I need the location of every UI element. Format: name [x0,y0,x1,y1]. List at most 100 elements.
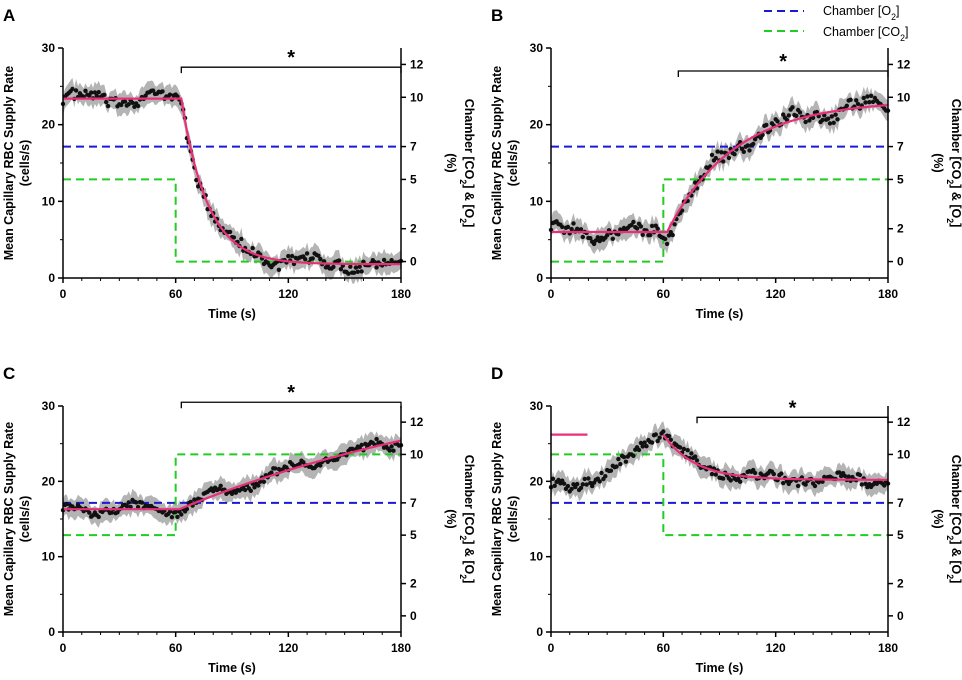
data-point [640,444,645,449]
data-point [211,489,216,494]
data-point [649,223,655,229]
fit-curve [63,439,402,511]
data-point [861,95,866,101]
data-point [169,515,175,520]
y-axis-unit: (cells/s) [506,140,520,187]
x-axis-title: Time (s) [696,661,744,675]
y-tick-label: 10 [530,194,544,208]
x-tick-label: 180 [878,641,898,655]
panel-letter: B [491,6,503,25]
data-point [670,232,675,238]
data-point [550,476,556,481]
data-point [790,105,795,110]
data-point [795,483,801,489]
data-point [218,483,223,488]
significance-star: * [779,51,787,73]
data-point [709,152,715,158]
x-tick-label: 60 [657,641,671,655]
data-point [786,113,791,118]
data-point [353,265,359,270]
data-point [747,148,752,153]
data-point [160,89,165,94]
chart-panel-b: 0 60 120 180 0 10 20 30 0 2 5 7 10 12 * Time (s) Mean Ca… [490,6,962,321]
data-point [135,504,141,510]
data-point [582,476,587,482]
data-point [578,485,584,491]
data-point [381,257,387,263]
data-point [810,115,816,121]
data-point [771,471,776,477]
data-point [561,481,567,486]
data-point [664,241,670,247]
y-axis-title: Mean Capillary RBC Supply Rate [490,422,504,617]
y2-tick-label: 5 [410,528,417,542]
data-point [835,117,840,122]
data-point [681,446,687,452]
data-point [638,440,644,446]
significance-bracket [180,401,402,409]
data-point [584,482,589,487]
y-tick-label: 30 [42,41,56,55]
data-point [73,88,79,93]
data-point [621,454,627,460]
data-point [616,456,621,462]
y-axis-unit: (cells/s) [18,496,32,543]
y2-tick-label: 2 [897,222,904,236]
data-point [357,264,362,269]
y2-tick-label: 10 [897,90,911,104]
y-axis-title: Mean Capillary RBC Supply Rate [490,66,504,261]
data-point [781,480,786,486]
data-point [882,483,887,488]
chart-panel-c: 0 60 120 180 0 10 20 30 0 2 5 7 10 12 * Time (s) Mean Ca… [2,364,476,675]
data-point [634,226,640,231]
data-point [715,149,720,154]
data-point [575,481,580,487]
y-tick-label: 20 [530,118,544,132]
data-point [689,451,694,456]
y2-tick-label: 2 [410,577,417,591]
data-point [303,257,308,262]
data-point [87,510,92,515]
data-point [623,459,629,464]
data-point [301,460,306,465]
data-point [318,256,323,262]
data-point [655,438,660,444]
x-tick-label: 120 [766,641,786,655]
sem-band [63,77,401,284]
y-tick-label: 30 [42,399,56,413]
data-point [361,259,366,264]
y2-tick-label: 12 [897,57,911,71]
data-point [134,500,139,505]
y2-tick-label: 0 [897,609,904,623]
legend-co2-label: Chamber [CO2] [823,25,908,43]
data-point [863,481,868,486]
data-point [638,224,644,229]
data-point [666,233,672,238]
data-point [231,235,237,240]
data-point [666,433,672,439]
y-tick-label: 20 [42,474,56,488]
x-axis-title: Time (s) [208,661,256,675]
data-point [775,119,780,124]
data-point [580,234,585,240]
y2-tick-label: 7 [897,140,904,154]
data-point [668,437,673,442]
data-point [310,256,315,261]
data-point [827,121,833,126]
data-point [135,103,141,109]
data-point [227,229,233,235]
data-point [128,504,133,510]
data-point [348,264,353,269]
data-point [565,224,571,230]
data-point [580,482,585,487]
data-point [269,470,274,475]
data-point [833,112,838,117]
data-point [663,236,668,242]
data-point [338,267,344,272]
data-point [857,472,863,478]
x-tick-label: 0 [548,641,555,655]
data-point [685,448,690,453]
x-tick-label: 180 [391,641,411,655]
data-point [578,227,584,232]
